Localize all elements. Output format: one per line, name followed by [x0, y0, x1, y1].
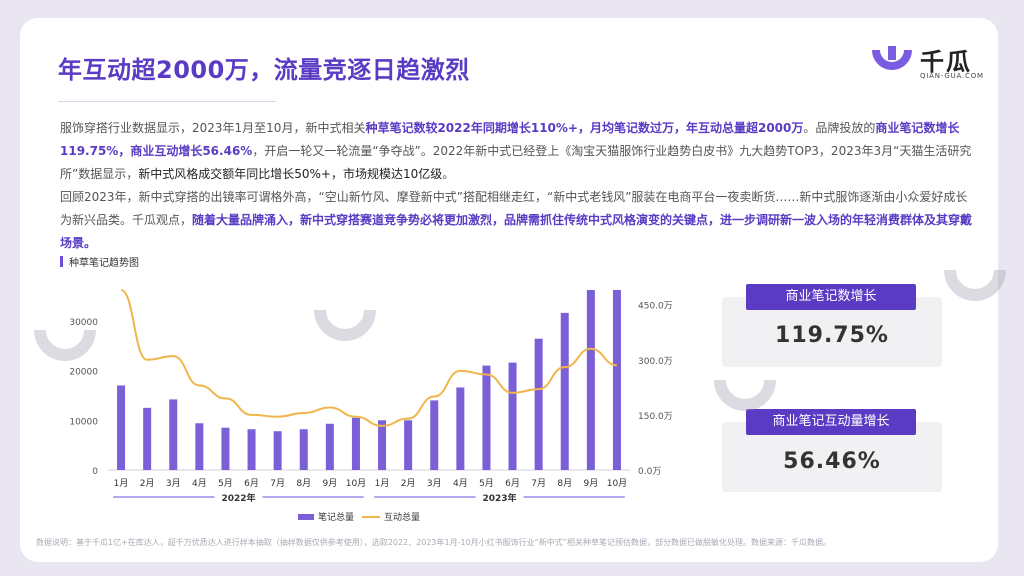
title-divider — [58, 101, 276, 102]
data-footnote: 数据说明：基于千瓜1亿+在库达人，超千万优质达人进行样本抽取（抽样数据仅供参考使… — [36, 538, 831, 547]
paragraph-run: 随着大量品牌涌入，新中式穿搭赛道竞争势必将更加激烈，品牌需抓住传统中式风格演变的… — [60, 213, 973, 250]
x-tick-label: 8月 — [296, 478, 311, 489]
x-tick-label: 9月 — [322, 478, 337, 489]
left-tick-label: 10000 — [69, 417, 98, 427]
x-tick-label: 6月 — [244, 478, 259, 489]
bar-notes-total — [612, 290, 621, 470]
bar-notes-total — [508, 362, 517, 470]
bar-notes-total — [325, 423, 334, 470]
bar-notes-total — [143, 407, 152, 470]
stat-label-notes: 商业笔记数增长 — [746, 284, 916, 310]
brand-logo: 千瓜 QIAN-GUA.COM — [870, 44, 990, 84]
x-tick-label: 10月 — [607, 478, 627, 489]
x-tick-label: 4月 — [192, 478, 207, 489]
bar-notes-total — [482, 365, 491, 470]
right-tick-label: 300.0万 — [638, 357, 673, 367]
x-tick-label: 7月 — [270, 478, 285, 489]
x-tick-label: 8月 — [557, 478, 572, 489]
bar-notes-total — [351, 417, 360, 470]
x-tick-label: 2月 — [140, 478, 155, 489]
bar-notes-total — [273, 431, 282, 470]
x-tick-label: 1月 — [375, 478, 390, 489]
left-tick-label: 30000 — [69, 318, 98, 328]
legend-swatch-notes — [298, 514, 314, 520]
bar-notes-total — [456, 387, 465, 470]
x-tick-label: 7月 — [531, 478, 546, 489]
paragraph-run: 服饰穿搭行业数据显示，2023年1月至10月，新中式相关 — [60, 121, 366, 135]
paragraph-run: ，开启一轮又一轮流量“争夺战”。2022年新中式已经登上《淘宝天猫服饰行业趋势白… — [60, 144, 972, 181]
page-title: 年互动超2000万，流量竞逐日趋激烈 — [58, 56, 470, 84]
bar-notes-total — [221, 427, 230, 470]
x-tick-label: 3月 — [166, 478, 181, 489]
bar-notes-total — [247, 429, 256, 470]
stat-label-interactions: 商业笔记互动量增长 — [746, 409, 916, 435]
right-tick-label: 150.0万 — [638, 412, 673, 422]
x-tick-label: 9月 — [583, 478, 598, 489]
chart-caption-text: 种草笔记趋势图 — [69, 258, 139, 269]
paragraph-run: 。 — [442, 167, 455, 181]
paragraph-run: 新中式风格成交额年同比增长50%+，市场规模达10亿级 — [138, 167, 443, 181]
left-tick-label: 0 — [92, 467, 98, 477]
left-tick-label: 20000 — [69, 368, 98, 378]
chart-caption: 种草笔记趋势图 — [60, 254, 139, 269]
bar-notes-total — [560, 312, 569, 470]
x-tick-label: 10月 — [346, 478, 366, 489]
bar-notes-total — [534, 338, 543, 470]
logo-subtitle: QIAN-GUA.COM — [920, 72, 984, 80]
paragraph-run: 。品牌投放的 — [803, 121, 876, 135]
paragraph-run: 回顾2023年，新中式穿搭的出镜率可谓格外高，“空山新竹风、摩登新中式”搭配相继… — [60, 190, 968, 227]
bar-notes-total — [404, 420, 413, 470]
bar-notes-total — [117, 385, 126, 470]
bar-notes-total — [195, 423, 204, 470]
x-tick-label: 4月 — [453, 478, 468, 489]
logo-name: 千瓜 — [920, 48, 972, 76]
x-tick-label: 5月 — [479, 478, 494, 489]
stat-value-notes: 119.75% — [775, 323, 889, 348]
logo-icon — [872, 46, 912, 70]
legend-label-notes: 笔记总量 — [318, 511, 354, 523]
right-tick-label: 0.0万 — [638, 467, 661, 477]
bar-notes-total — [378, 420, 387, 470]
paragraph-run: 商业笔记数增长119.75%，商业互动增长56.46% — [60, 121, 960, 158]
bar-notes-total — [586, 290, 595, 470]
right-tick-label: 450.0万 — [638, 302, 673, 312]
year-group-label: 2022年 — [221, 492, 255, 504]
bar-notes-total — [169, 399, 178, 470]
year-group-label: 2023年 — [482, 492, 516, 504]
paragraph-run: 种草笔记数较2022年同期增长110%+，月均笔记数过万，年互动总量超2000万 — [365, 121, 804, 135]
bar-notes-total — [430, 400, 439, 470]
paragraph-1: 服饰穿搭行业数据显示，2023年1月至10月，新中式相关种草笔记数较2022年同… — [60, 117, 975, 186]
x-tick-label: 5月 — [218, 478, 233, 489]
x-tick-label: 3月 — [427, 478, 442, 489]
legend-label-interactions: 互动总量 — [384, 511, 420, 523]
paragraph-2: 回顾2023年，新中式穿搭的出镜率可谓格外高，“空山新竹风、摩登新中式”搭配相继… — [60, 186, 975, 255]
x-tick-label: 2月 — [401, 478, 416, 489]
bar-notes-total — [299, 429, 308, 470]
caption-marker — [60, 256, 63, 267]
stat-value-interactions: 56.46% — [783, 449, 881, 474]
x-tick-label: 1月 — [114, 478, 129, 489]
x-tick-label: 6月 — [505, 478, 520, 489]
